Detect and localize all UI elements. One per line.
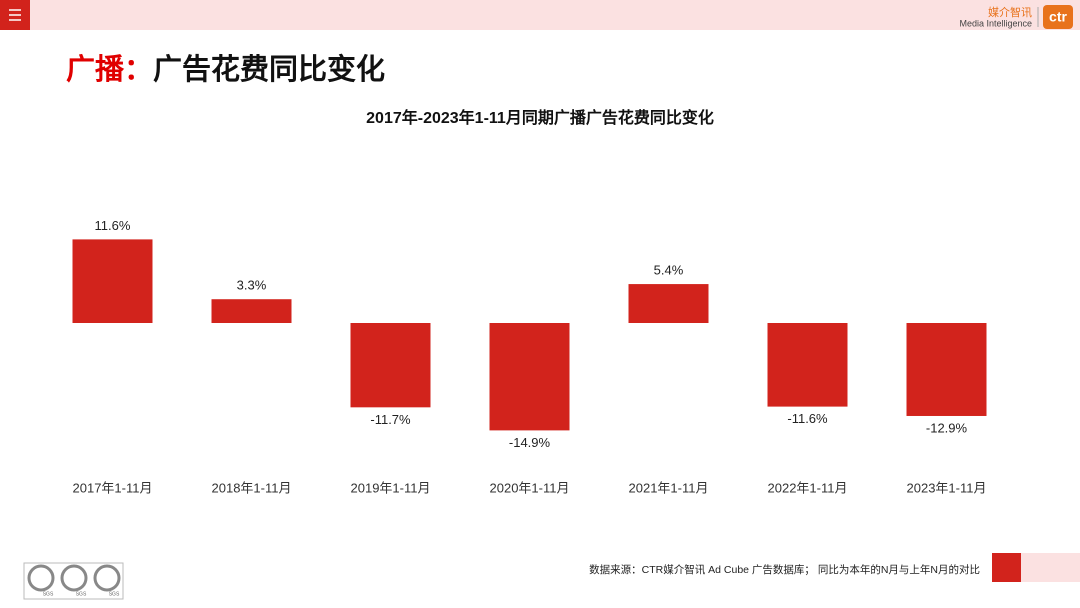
bar xyxy=(489,323,570,431)
page-title: 广播：广告花费同比变化 xyxy=(66,52,385,86)
plot: 2017年1-11月 11.6% 2018年1-11月 3.3% 2019年1-11月 -… xyxy=(72,218,987,495)
source-note: 数据来源：CTR媒介智讯 Ad Cube 广告数据库； 同比为本年的N月与上年N… xyxy=(589,563,980,576)
page-title-accent: 广播： xyxy=(66,53,153,86)
x-tick-label: 2022年1-11月 xyxy=(768,480,848,495)
footer-strip xyxy=(1021,553,1080,582)
cert-seal xyxy=(93,564,121,592)
x-tick-label: 2023年1-11月 xyxy=(907,480,987,495)
x-tick-label: 2018年1-11月 xyxy=(212,480,292,495)
cert-label: SGS xyxy=(109,591,120,597)
cert-seal xyxy=(60,564,88,592)
logo-box xyxy=(1043,5,1073,29)
value-label: -12.9% xyxy=(926,420,968,435)
bar xyxy=(767,323,848,407)
logo-cn: 媒介智讯 xyxy=(988,5,1032,19)
value-label: -11.6% xyxy=(787,411,828,426)
bar xyxy=(906,323,987,416)
bar xyxy=(211,299,292,323)
value-label: -11.7% xyxy=(370,412,411,427)
footer-block xyxy=(992,553,1021,582)
value-label: 3.3% xyxy=(237,278,267,293)
bar xyxy=(628,284,709,323)
value-label: -14.9% xyxy=(509,435,551,450)
bar xyxy=(72,239,153,323)
logo-en: Media Intelligence xyxy=(959,18,1032,28)
x-tick-label: 2021年1-11月 xyxy=(629,480,709,495)
x-tick-label: 2019年1-11月 xyxy=(351,480,431,495)
value-label: 11.6% xyxy=(95,218,131,233)
menu-icon xyxy=(9,9,21,21)
logo-mark: ctr xyxy=(1049,9,1067,25)
cert-seal xyxy=(27,564,55,592)
certifications: SGS SGS SGS xyxy=(27,564,121,597)
x-tick-label: 2020年1-11月 xyxy=(490,480,570,495)
value-label: 5.4% xyxy=(654,263,684,278)
cert-label: SGS xyxy=(76,591,87,597)
page-title-main: 广告花费同比变化 xyxy=(153,52,385,86)
x-tick-label: 2017年1-11月 xyxy=(73,480,153,495)
chart-title: 2017年-2023年1-11月同期广播广告花费同比变化 xyxy=(366,108,714,127)
cert-box xyxy=(23,562,124,600)
bar xyxy=(350,323,431,408)
cert-label: SGS xyxy=(43,591,54,597)
top-bar xyxy=(0,0,1080,30)
